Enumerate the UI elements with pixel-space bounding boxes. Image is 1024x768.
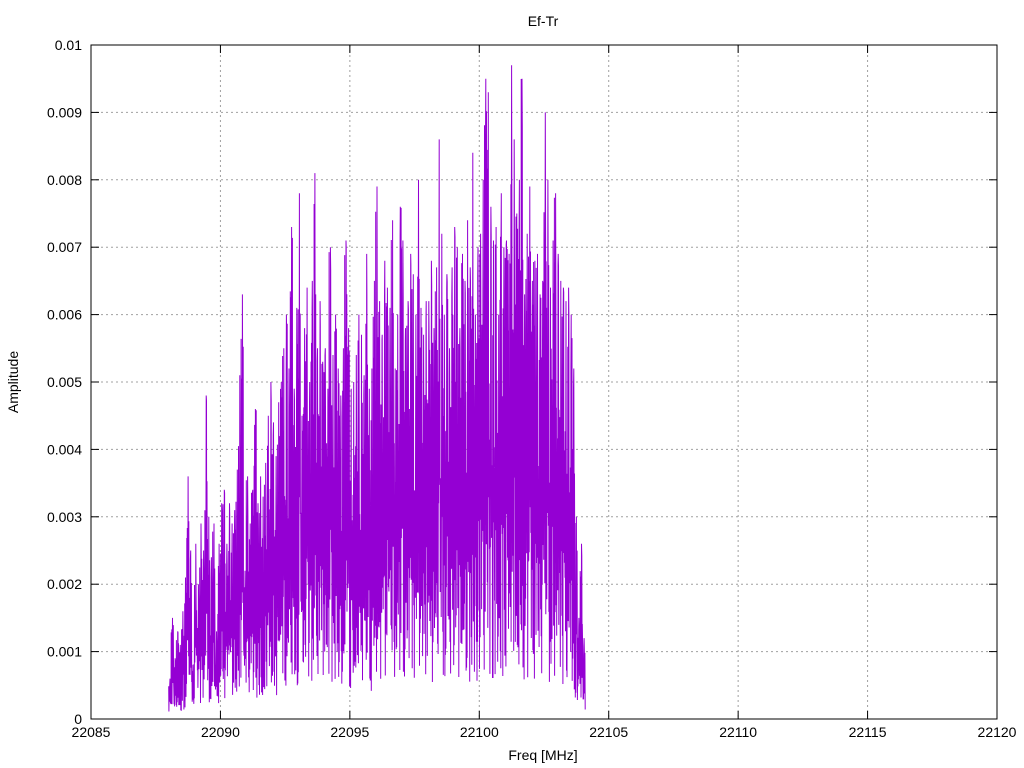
x-tick-label: 22095	[330, 724, 369, 740]
y-tick-label: 0.004	[47, 441, 82, 457]
x-tick-label: 22110	[719, 724, 757, 740]
y-axis-label: Amplitude	[5, 351, 21, 413]
y-tick-label: 0.008	[47, 172, 82, 188]
series-group	[168, 65, 586, 712]
y-tick-label: 0.009	[47, 104, 82, 120]
x-tick-label: 22115	[849, 724, 887, 740]
y-tick-label: 0.002	[47, 576, 82, 592]
chart-title: Ef-Tr	[528, 13, 559, 29]
y-tick-label: 0.01	[55, 37, 82, 53]
x-tick-label: 22090	[201, 724, 240, 740]
y-tick-label: 0.005	[47, 374, 82, 390]
y-tick-label: 0.007	[47, 239, 82, 255]
x-tick-label: 22100	[460, 724, 499, 740]
x-axis-label: Freq [MHz]	[508, 747, 577, 763]
y-tick-label: 0.003	[47, 509, 82, 525]
x-tick-label: 22085	[72, 724, 111, 740]
x-tick-label: 22120	[978, 724, 1017, 740]
y-tick-label: 0.001	[47, 644, 82, 660]
y-tick-label: 0	[74, 711, 82, 727]
x-tick-label: 22105	[589, 724, 628, 740]
y-tick-label: 0.006	[47, 307, 82, 323]
axis-ticks: 22085 22090 22095 22100 22105 22110 22115 22120…	[47, 37, 1017, 740]
series-line	[168, 65, 586, 712]
